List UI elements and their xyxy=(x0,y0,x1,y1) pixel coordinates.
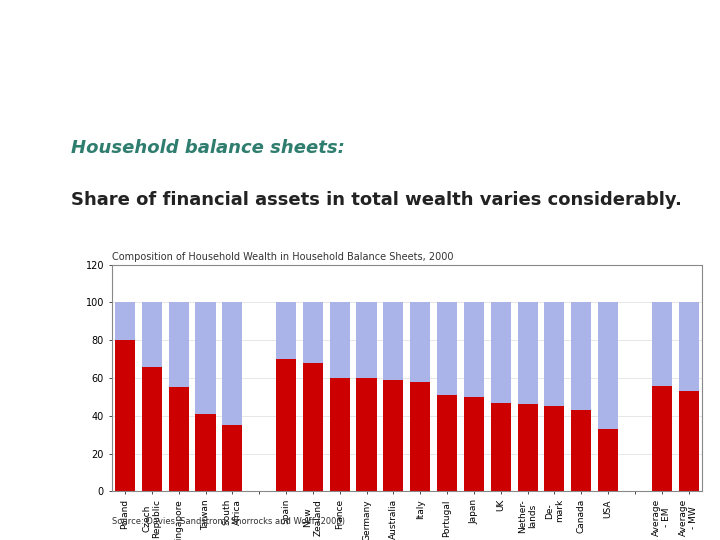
Bar xyxy=(678,302,698,391)
Bar xyxy=(518,302,538,404)
Text: Source: Davies, Sandstrom, Shorrocks and Wolff (2006): Source: Davies, Sandstrom, Shorrocks and… xyxy=(112,517,345,526)
Bar xyxy=(437,395,457,491)
Text: Composition of Household Wealth in Household Balance Sheets, 2000: Composition of Household Wealth in House… xyxy=(112,252,453,262)
Bar xyxy=(168,302,189,388)
Bar xyxy=(490,403,510,491)
Bar xyxy=(678,391,698,491)
Bar xyxy=(410,382,431,491)
Bar xyxy=(195,302,215,414)
Bar xyxy=(464,302,484,397)
Bar xyxy=(383,380,403,491)
Bar xyxy=(276,302,296,359)
Bar xyxy=(571,410,591,491)
Bar xyxy=(356,302,377,378)
Bar xyxy=(437,302,457,395)
Bar xyxy=(598,429,618,491)
Bar xyxy=(571,302,591,410)
Bar xyxy=(115,340,135,491)
Bar xyxy=(464,397,484,491)
Bar xyxy=(222,426,243,491)
Bar xyxy=(598,302,618,429)
Bar xyxy=(652,386,672,491)
Bar xyxy=(383,302,403,380)
Bar xyxy=(303,302,323,363)
Bar xyxy=(356,378,377,491)
Text: Household balance sheets:: Household balance sheets: xyxy=(71,139,344,157)
Bar xyxy=(410,302,431,382)
Bar xyxy=(544,302,564,406)
Bar xyxy=(303,363,323,491)
Bar xyxy=(652,302,672,386)
Bar xyxy=(330,378,350,491)
Text: Share of financial assets in total wealth varies considerably.: Share of financial assets in total wealt… xyxy=(71,191,681,209)
Bar xyxy=(222,302,243,426)
Bar xyxy=(518,404,538,491)
Bar xyxy=(195,414,215,491)
Bar xyxy=(330,302,350,378)
Bar xyxy=(115,302,135,340)
Bar xyxy=(544,406,564,491)
Bar xyxy=(276,359,296,491)
Bar xyxy=(142,367,162,491)
Bar xyxy=(142,302,162,367)
Bar xyxy=(490,302,510,403)
Bar xyxy=(168,388,189,491)
